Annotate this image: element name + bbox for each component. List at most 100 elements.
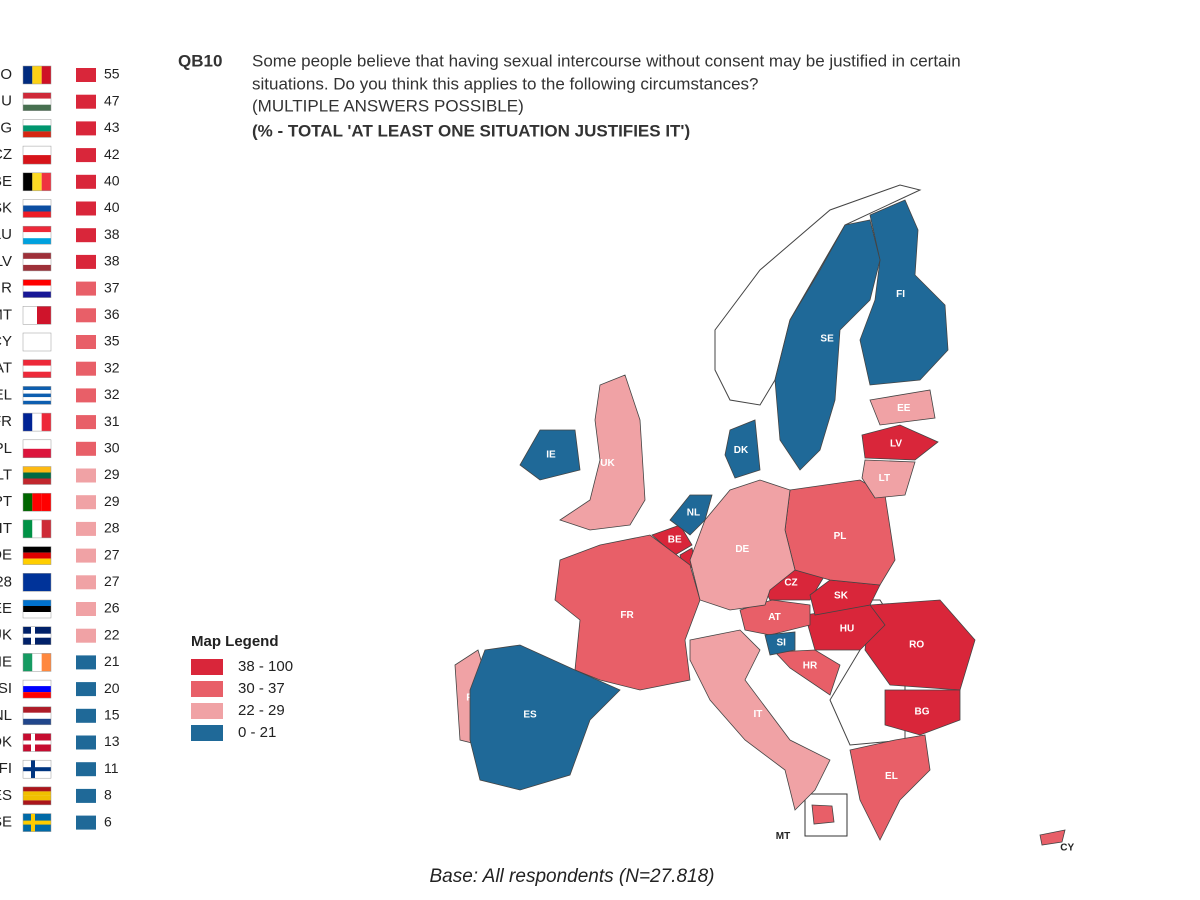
flag-border bbox=[22, 252, 52, 272]
flag-part bbox=[23, 104, 51, 111]
country-code: UK bbox=[0, 627, 12, 644]
value-label: 13 bbox=[104, 733, 120, 749]
value-square bbox=[76, 415, 96, 430]
flag-part bbox=[23, 478, 51, 485]
flag-part bbox=[32, 519, 42, 538]
flag-border bbox=[22, 225, 52, 245]
country-label: BG bbox=[915, 707, 930, 718]
value-label: 22 bbox=[104, 626, 120, 642]
country-code: PT bbox=[0, 493, 12, 510]
flag-part bbox=[23, 291, 51, 298]
value-label: 40 bbox=[104, 199, 120, 215]
value-label: 42 bbox=[104, 146, 120, 162]
flag-part bbox=[23, 820, 51, 825]
flag-border bbox=[22, 653, 52, 672]
flag-part bbox=[23, 155, 51, 165]
flag-part bbox=[23, 400, 51, 405]
country-shape bbox=[811, 804, 835, 825]
country-label: LV bbox=[890, 439, 902, 450]
country-label: SE bbox=[820, 333, 834, 344]
value-square bbox=[76, 121, 96, 136]
country-label: LT bbox=[879, 473, 890, 484]
flag-part bbox=[23, 558, 51, 565]
value-label: 29 bbox=[104, 466, 120, 482]
flag-part bbox=[23, 686, 51, 693]
flag-part bbox=[23, 712, 51, 719]
flag-part bbox=[23, 238, 51, 245]
flag-part bbox=[23, 493, 33, 512]
country-shape bbox=[689, 629, 831, 811]
country-label: FI bbox=[896, 289, 905, 300]
country-label: DE bbox=[735, 544, 749, 555]
flag-border bbox=[22, 332, 52, 352]
flag-part bbox=[23, 439, 51, 449]
value-label: 38 bbox=[104, 226, 120, 242]
measure: (% - TOTAL 'AT LEAST ONE SITUATION JUSTI… bbox=[252, 121, 690, 140]
country-code: CZ bbox=[0, 146, 12, 163]
country-code: MT bbox=[0, 306, 12, 323]
flag-border bbox=[22, 386, 52, 405]
flag-part bbox=[32, 172, 42, 191]
country-shape bbox=[861, 424, 939, 461]
legend-label: 22 - 29 bbox=[238, 702, 285, 719]
flag-border bbox=[22, 466, 52, 485]
flag-part bbox=[23, 718, 51, 725]
value-label: 21 bbox=[104, 653, 120, 669]
country-code: EE bbox=[0, 600, 12, 617]
flag-part bbox=[37, 306, 51, 325]
country-code: AT bbox=[0, 360, 12, 377]
country-shape bbox=[861, 459, 916, 499]
flag-border bbox=[22, 279, 52, 298]
value-label: 37 bbox=[104, 279, 120, 295]
country-label: SK bbox=[834, 591, 849, 602]
flag-border bbox=[22, 306, 52, 325]
country-shape bbox=[689, 479, 796, 611]
country-shape bbox=[869, 389, 936, 426]
country-shape bbox=[859, 199, 949, 386]
value-square bbox=[76, 174, 96, 189]
flag-part bbox=[23, 92, 51, 99]
flag-part bbox=[23, 606, 51, 612]
country-code: DK bbox=[0, 733, 12, 750]
country-label: RO bbox=[909, 640, 924, 651]
value-label: 31 bbox=[104, 413, 120, 429]
country-label: PL bbox=[834, 531, 847, 542]
flag-part bbox=[23, 172, 33, 191]
flag-part bbox=[23, 546, 51, 553]
flag-part bbox=[23, 472, 51, 479]
flag-part bbox=[23, 119, 51, 126]
value-label: 20 bbox=[104, 680, 120, 696]
value-square bbox=[76, 735, 96, 750]
country-code: BG bbox=[0, 119, 12, 136]
flag-border bbox=[22, 573, 52, 592]
value-square bbox=[76, 468, 96, 483]
country-code: HR bbox=[0, 280, 12, 297]
value-label: 28 bbox=[104, 520, 120, 536]
country-code: NL bbox=[0, 707, 12, 724]
flag-part bbox=[23, 519, 33, 538]
value-label: 32 bbox=[104, 359, 120, 375]
flag-border bbox=[22, 492, 52, 512]
flag-border bbox=[22, 546, 52, 565]
country-code: BE bbox=[0, 173, 12, 190]
country-code: LV bbox=[0, 253, 12, 270]
value-square bbox=[76, 602, 96, 616]
flag-part bbox=[23, 397, 51, 401]
country-label: NL bbox=[687, 508, 700, 519]
country-code: IT bbox=[0, 520, 12, 537]
country-label: CZ bbox=[784, 578, 797, 589]
flag-part bbox=[23, 371, 51, 378]
flag-part bbox=[23, 795, 51, 801]
value-square bbox=[76, 495, 96, 510]
country-label: CY bbox=[1060, 843, 1074, 854]
country-code: FR bbox=[0, 413, 12, 430]
legend-label: 0 - 21 bbox=[238, 724, 276, 741]
value-label: 6 bbox=[104, 813, 112, 829]
country-label: EL bbox=[885, 771, 898, 782]
flag-border bbox=[22, 813, 52, 832]
country-code: HU bbox=[0, 93, 12, 110]
country-code: SK bbox=[0, 199, 12, 216]
value-label: 29 bbox=[104, 493, 120, 509]
country-label: ES bbox=[523, 710, 537, 721]
flag-part bbox=[23, 252, 51, 259]
